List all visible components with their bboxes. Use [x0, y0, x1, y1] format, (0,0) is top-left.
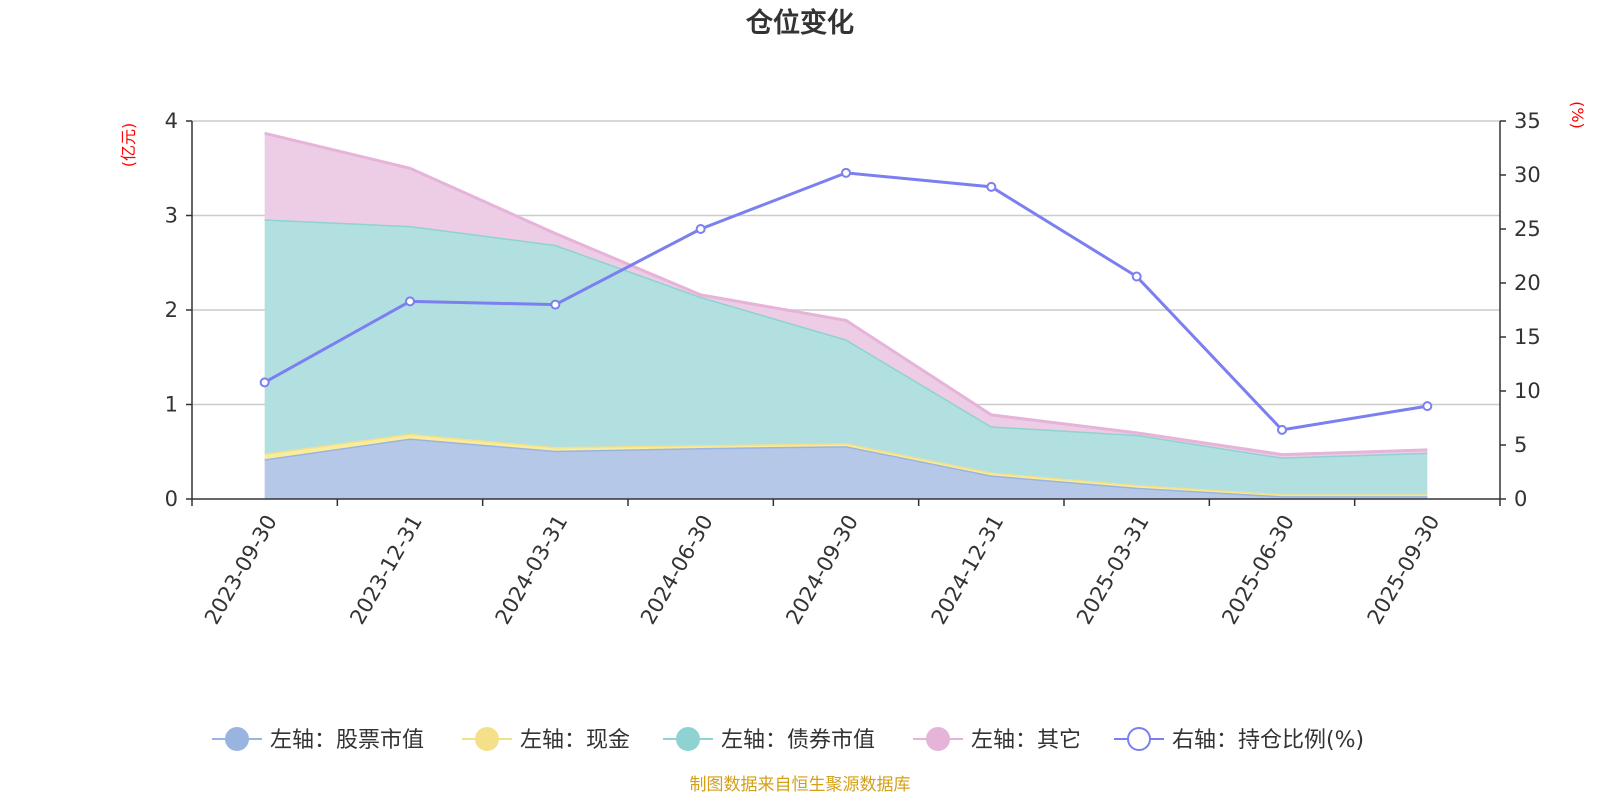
right-axis-tick-label: 30	[1514, 163, 1541, 187]
legend-label: 左轴：股票市值	[270, 728, 424, 753]
ratio-point	[259, 377, 270, 388]
area-左轴：债券市值	[264, 219, 1428, 495]
stacked-areas	[264, 131, 1428, 499]
x-axis-tick-label: 2024-09-30	[781, 511, 863, 629]
legend-item[interactable]: 左轴：债券市值	[663, 727, 875, 753]
legend-marker	[475, 727, 499, 751]
area-左轴：其它	[264, 133, 1428, 458]
right-axis-tick-label: 5	[1514, 433, 1527, 457]
footer-source: 制图数据来自恒生聚源数据库	[690, 775, 911, 795]
right-axis-tick-label: 35	[1514, 109, 1541, 133]
area-左轴：股票市值	[264, 438, 1428, 499]
x-axis-tick-label: 2023-12-31	[345, 511, 427, 629]
ratio-point	[550, 299, 561, 310]
legend-marker	[676, 727, 700, 751]
legend-label: 左轴：债券市值	[721, 728, 875, 753]
x-axis-tick-label: 2025-06-30	[1217, 511, 1299, 629]
legend-item[interactable]: 左轴：现金	[462, 727, 630, 753]
legend-label: 右轴：持仓比例(%)	[1172, 728, 1364, 753]
legend-label: 左轴：现金	[520, 728, 630, 753]
right-axis-tick-label: 15	[1514, 325, 1541, 349]
legend-marker	[926, 727, 950, 751]
left-axis-unit: (亿元)	[119, 123, 138, 168]
ratio-point	[1131, 271, 1142, 282]
right-axis-unit: (%)	[1568, 101, 1587, 129]
ratio-point	[841, 167, 851, 178]
ratio-point	[695, 224, 706, 234]
ratio-point	[986, 181, 997, 192]
left-axis-tick-label: 3	[165, 204, 178, 228]
legend-marker	[225, 727, 249, 751]
right-axis-tick-label: 20	[1514, 271, 1541, 295]
ratio-point	[405, 296, 415, 307]
left-axis-tick-label: 1	[165, 393, 178, 417]
legend-item[interactable]: 左轴：股票市值	[212, 727, 424, 753]
legend-marker	[1127, 727, 1151, 751]
legend[interactable]: 左轴：股票市值 左轴：现金 左轴：债券市值 左轴：其它 右轴：持仓比例(%)	[212, 727, 1364, 753]
position-ratio-line	[259, 167, 1433, 435]
ratio-point	[1277, 424, 1287, 435]
area-左轴：现金	[264, 433, 1428, 497]
left-axis-tick-label: 0	[165, 487, 178, 511]
x-axis-tick-label: 2024-12-31	[927, 511, 1009, 629]
chart-title: 仓位变化	[745, 7, 854, 39]
x-axis-tick-label: 2025-03-31	[1072, 511, 1154, 629]
legend-item[interactable]: 左轴：其它	[913, 727, 1081, 753]
right-axis-tick-label: 10	[1514, 379, 1541, 403]
x-axis-tick-label: 2025-09-30	[1363, 511, 1445, 629]
right-axis-tick-label: 25	[1514, 217, 1541, 241]
ratio-point	[1422, 401, 1433, 412]
left-axis-tick-label: 2	[165, 298, 178, 322]
legend-label: 左轴：其它	[971, 728, 1081, 753]
x-axis-tick-label: 2023-09-30	[200, 511, 282, 629]
legend-item[interactable]: 右轴：持仓比例(%)	[1114, 727, 1364, 753]
right-axis-tick-label: 0	[1514, 487, 1527, 511]
x-axis-tick-label: 2024-03-31	[491, 511, 573, 629]
area-edge-左轴：其它	[264, 131, 1428, 457]
left-axis-tick-label: 4	[165, 109, 178, 133]
x-axis-tick-label: 2024-06-30	[636, 511, 718, 629]
